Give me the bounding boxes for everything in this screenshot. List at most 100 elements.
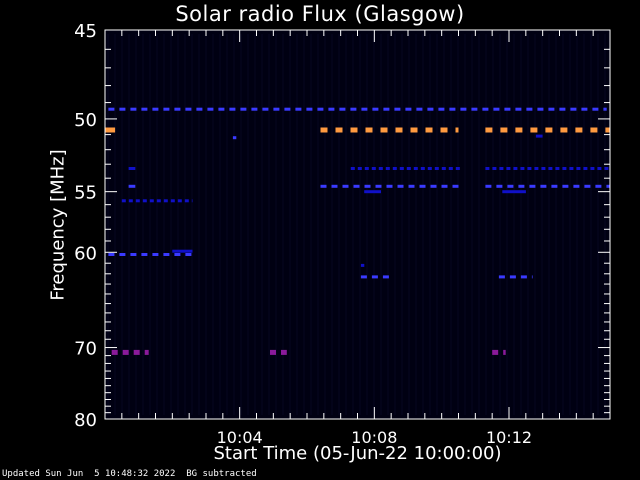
emission-feature-segment — [149, 199, 154, 203]
emission-feature-segment — [540, 184, 547, 188]
emission-feature-segment — [560, 127, 568, 133]
emission-feature-segment — [295, 107, 302, 111]
emission-feature — [360, 263, 365, 267]
emission-feature-segment — [471, 107, 478, 111]
emission-feature-segment — [177, 199, 182, 203]
x-tick-label: 10:04 — [217, 428, 263, 447]
emission-feature-segment — [493, 107, 500, 111]
emission-feature-segment — [515, 107, 522, 111]
emission-feature-segment — [590, 127, 598, 133]
emission-feature-segment — [419, 184, 426, 188]
emission-feature-segment — [545, 127, 553, 133]
emission-feature-segment — [559, 107, 566, 111]
emission-feature-segment — [425, 127, 433, 133]
emission-feature-segment — [375, 184, 382, 188]
emission-feature-segment — [392, 167, 397, 170]
emission-feature-segment — [144, 349, 149, 355]
y-tick-label: 55 — [74, 183, 97, 204]
emission-feature-segment — [372, 107, 379, 111]
bg-subtracted-note: BG subtracted — [186, 469, 257, 479]
emission-feature-segment — [360, 275, 367, 279]
emission-feature — [502, 190, 526, 194]
emission-feature-segment — [152, 253, 159, 256]
emission-features — [105, 34, 610, 415]
footer-status: Updated Sun Jun 5 10:48:32 2022 BG subtr… — [2, 469, 257, 479]
emission-feature — [172, 249, 193, 253]
y-tick-label: 80 — [74, 410, 97, 431]
emission-feature-segment — [499, 167, 504, 170]
emission-feature-segment — [108, 253, 115, 256]
emission-feature-segment — [317, 107, 324, 111]
emission-feature-segment — [530, 127, 538, 133]
emission-feature-segment — [184, 199, 189, 203]
emission-feature-segment — [455, 167, 460, 170]
emission-feature-segment — [573, 184, 580, 188]
emission-feature-segment — [383, 107, 390, 111]
emission-feature-segment — [170, 199, 175, 203]
emission-feature-segment — [606, 184, 610, 188]
x-axis-label: Start Time (05-Jun-22 10:00:00) — [213, 443, 502, 464]
emission-feature-segment — [185, 253, 192, 256]
emission-feature-segment — [504, 107, 511, 111]
emission-feature-segment — [364, 167, 369, 170]
y-tick-label: 70 — [74, 339, 97, 360]
emission-feature-segment — [434, 167, 439, 170]
emission-feature-segment — [441, 167, 446, 170]
emission-feature-segment — [569, 167, 574, 170]
emission-feature-segment — [174, 107, 181, 111]
emission-feature-segment — [174, 253, 181, 256]
emission-feature-segment — [605, 127, 610, 133]
emission-feature-segment — [460, 107, 467, 111]
emission-feature-segment — [121, 199, 126, 203]
emission-feature-segment — [342, 184, 349, 188]
emission-feature-segment — [320, 184, 327, 188]
emission-feature-segment — [416, 107, 423, 111]
emission-feature-segment — [406, 167, 411, 170]
emission-feature-segment — [218, 107, 225, 111]
emission-feature-segment — [394, 107, 401, 111]
emission-feature-segment — [361, 107, 368, 111]
emission-feature-segment — [526, 107, 533, 111]
y-tick-label: 60 — [74, 243, 97, 264]
emission-feature-segment — [119, 253, 126, 256]
emission-feature-segment — [438, 107, 445, 111]
updated-timestamp: Updated Sun Jun 5 10:48:32 2022 — [2, 469, 176, 479]
emission-feature-segment — [581, 107, 588, 111]
emission-feature-segment — [570, 107, 577, 111]
plot-background — [105, 30, 610, 419]
emission-feature-segment — [365, 127, 373, 133]
emission-feature-segment — [513, 167, 518, 170]
emission-feature-segment — [584, 184, 591, 188]
emission-feature-segment — [270, 349, 276, 355]
emission-feature-segment — [529, 184, 536, 188]
emission-feature-segment — [408, 184, 415, 188]
emission-feature-segment — [350, 107, 357, 111]
emission-feature-segment — [156, 199, 161, 203]
emission-feature-segment — [520, 275, 527, 279]
emission-feature-segment — [537, 107, 544, 111]
emission-feature-segment — [353, 184, 360, 188]
emission-feature-segment — [482, 107, 489, 111]
emission-feature-segment — [122, 349, 129, 355]
emission-feature-segment — [350, 167, 355, 170]
emission-feature-segment — [455, 127, 459, 133]
emission-feature-segment — [410, 127, 418, 133]
emission-feature-segment — [590, 167, 595, 170]
emission-feature-segment — [500, 127, 508, 133]
emission-feature-segment — [441, 184, 448, 188]
emission-feature-segment — [496, 184, 503, 188]
emission-feature-segment — [427, 167, 432, 170]
emission-feature-segment — [575, 127, 583, 133]
emission-feature-segment — [531, 275, 533, 279]
emission-feature-segment — [240, 107, 247, 111]
emission-feature-segment — [135, 199, 140, 203]
emission-feature-segment — [603, 107, 607, 111]
emission-feature-segment — [328, 107, 335, 111]
emission-feature — [128, 167, 136, 170]
emission-feature — [232, 136, 237, 140]
emission-feature-segment — [440, 127, 448, 133]
emission-feature — [128, 184, 136, 188]
emission-feature-segment — [507, 184, 514, 188]
y-tick-label: 45 — [74, 21, 97, 42]
emission-feature-segment — [534, 167, 539, 170]
